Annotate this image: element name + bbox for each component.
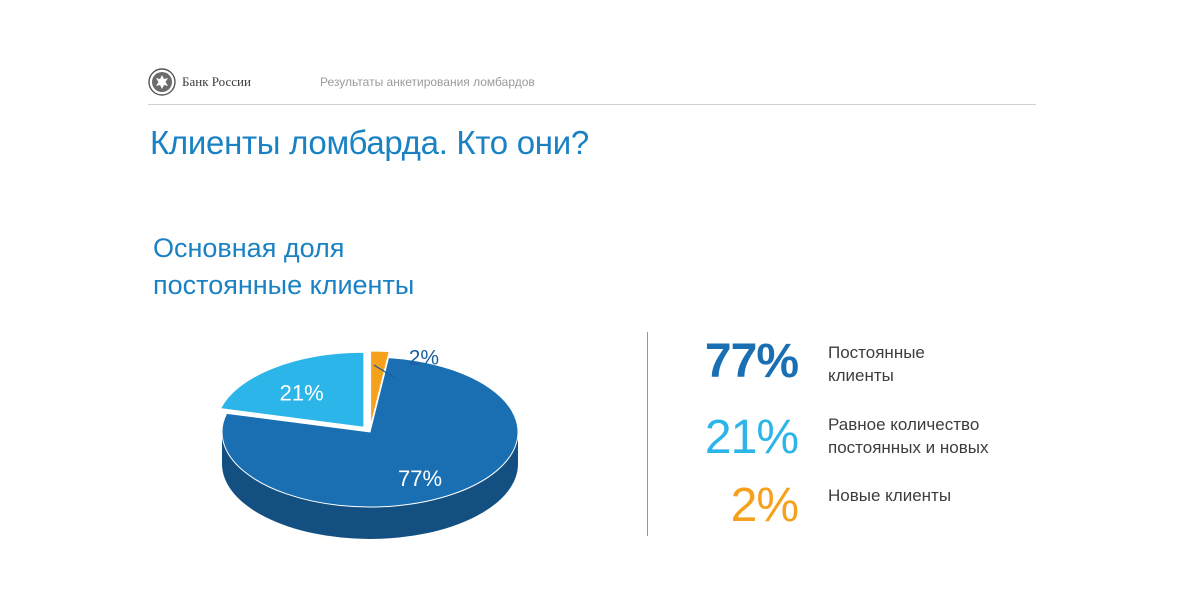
legend-item-equal: 21% Равное количество постоянных и новых	[660, 410, 1060, 470]
pie-slice	[370, 350, 390, 427]
pie-chart: 77% 21% 2%	[219, 347, 519, 539]
legend-divider	[647, 332, 648, 536]
header-divider	[148, 104, 1036, 105]
page-title: Клиенты ломбарда. Кто они?	[150, 124, 589, 161]
legend-value: 21%	[704, 411, 799, 464]
pie-data-label: 77%	[398, 466, 442, 491]
headline: Основная доля постоянные клиенты	[153, 230, 414, 304]
pie-data-label: 21%	[280, 380, 324, 405]
presentation-subtitle: Результаты анкетирования ломбардов	[320, 75, 535, 89]
bank-name: Банк России	[182, 74, 251, 89]
bank-logo-icon	[148, 68, 176, 96]
legend-label-line: Новые клиенты	[828, 486, 952, 505]
legend-label-line: постоянных и новых	[828, 438, 989, 457]
pie-slice-group	[219, 351, 365, 428]
legend-item-regular: 77% Постоянные клиенты	[660, 335, 1060, 396]
legend-label-line: клиенты	[828, 366, 894, 385]
pie-data-label: 2%	[409, 347, 439, 370]
legend-value: 2%	[730, 479, 799, 532]
pie-slice-group	[370, 350, 390, 427]
pie-leader-line	[373, 364, 395, 378]
header: Банк России Результаты анкетирования лом…	[148, 68, 1036, 106]
legend-label: Равное количество постоянных и новых	[828, 413, 988, 459]
pie-slice-group	[221, 357, 519, 539]
legend-label-line: Равное количество	[828, 415, 980, 434]
legend-item-new: 2% Новые клиенты	[660, 479, 1060, 540]
headline-line-2: постоянные клиенты	[153, 270, 415, 300]
pie-slice-side	[222, 432, 518, 539]
legend-label: Новые клиенты	[828, 484, 951, 507]
legend-label: Постоянные клиенты	[828, 341, 925, 387]
legend-label-line: Постоянные	[828, 343, 925, 362]
headline-line-1: Основная доля	[153, 233, 345, 263]
pie-slice	[219, 351, 365, 428]
legend-value: 77%	[704, 335, 799, 388]
pie-slice	[221, 357, 519, 508]
